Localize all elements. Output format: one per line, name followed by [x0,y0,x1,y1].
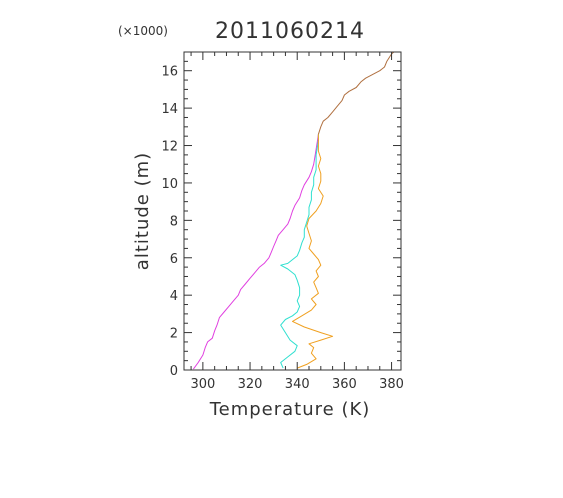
series-line-2 [280,134,319,369]
series-layer [192,51,395,370]
chart-title: 2011060214 [215,19,365,44]
y-tick-label: 8 [170,214,178,229]
y-tick-label: 6 [170,252,178,267]
y-tick-label: 4 [170,289,178,304]
series-line-1 [192,134,319,370]
y-tick-label: 0 [170,364,178,379]
x-tick-label: 320 [238,377,263,392]
ticks-layer: 300 320 340 360 380 0 2 4 6 8 10 12 14 16 [161,51,404,392]
series-line-3 [292,134,334,369]
y-axis-label: altitude (m) [132,152,153,270]
x-tick-label: 340 [285,377,310,392]
x-axis-label: Temperature (K) [209,399,371,420]
x-tick-label: 300 [190,377,215,392]
y-tick-label: 2 [170,327,178,342]
y-tick-label: 12 [161,140,178,155]
series-line-4 [317,51,395,135]
x-tick-label: 380 [379,377,404,392]
y-tick-label: 16 [161,65,178,80]
y-tick-label: 10 [161,177,178,192]
y-tick-label: 14 [161,102,178,117]
x-tick-label: 360 [332,377,357,392]
y-multiplier-label: (×1000) [118,24,168,38]
